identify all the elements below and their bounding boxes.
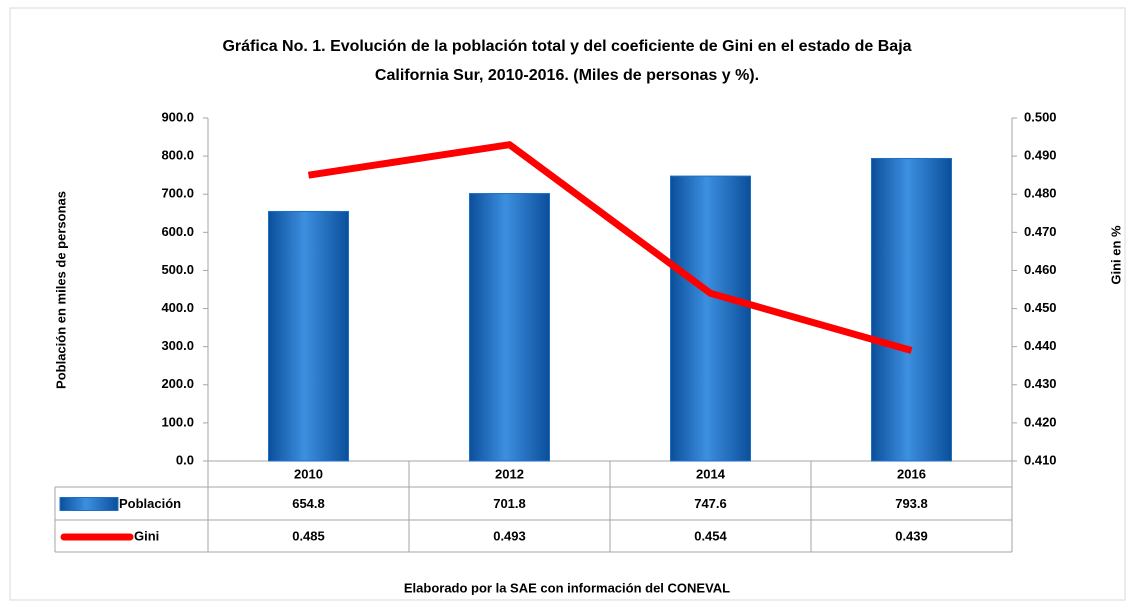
- bar: [871, 157, 952, 462]
- table-value: 0.439: [895, 528, 928, 543]
- y2-tick-label: 0.410: [1024, 452, 1057, 467]
- x-tick-label: 2010: [294, 466, 323, 481]
- legend-label: Población: [119, 496, 181, 511]
- y2-tick-label: 0.430: [1024, 376, 1057, 391]
- y-axis-label: Población en miles de personas: [53, 191, 68, 389]
- y-tick-label: 700.0: [161, 186, 194, 201]
- table-value: 0.493: [493, 528, 526, 543]
- y-tick-label: 200.0: [161, 376, 194, 391]
- x-tick-label: 2012: [495, 466, 524, 481]
- y2-tick-label: 0.470: [1024, 224, 1057, 239]
- y-tick-label: 400.0: [161, 300, 194, 315]
- table-value: 0.454: [694, 528, 727, 543]
- bar: [268, 210, 349, 462]
- table-value: 701.8: [493, 496, 526, 511]
- legend-label: Gini: [134, 528, 159, 543]
- y2-axis-label: Gini en %: [1108, 225, 1123, 285]
- y-tick-label: 300.0: [161, 338, 194, 353]
- table-value: 793.8: [895, 496, 928, 511]
- y2-tick-label: 0.450: [1024, 300, 1057, 315]
- y2-tick-label: 0.460: [1024, 262, 1057, 277]
- chart-title: Gráfica No. 1. Evolución de la población…: [222, 38, 911, 55]
- bar: [469, 193, 550, 462]
- table-value: 0.485: [292, 528, 325, 543]
- footer: Elaborado por la SAE con información del…: [404, 580, 730, 595]
- legend-swatch: [59, 497, 119, 511]
- y2-tick-label: 0.490: [1024, 148, 1057, 163]
- y-tick-label: 800.0: [161, 148, 194, 163]
- y2-tick-label: 0.440: [1024, 338, 1057, 353]
- line: [307, 141, 913, 354]
- chart-title: California Sur, 2010-2016. (Miles de per…: [375, 67, 759, 84]
- x-tick-label: 2014: [696, 466, 726, 481]
- x-tick-label: 2016: [897, 466, 926, 481]
- y2-tick-label: 0.500: [1024, 109, 1057, 124]
- y-tick-label: 600.0: [161, 224, 194, 239]
- y-tick-label: 900.0: [161, 109, 194, 124]
- table-value: 654.8: [292, 496, 325, 511]
- table-value: 747.6: [694, 496, 727, 511]
- bar: [670, 175, 751, 462]
- y2-tick-label: 0.480: [1024, 186, 1057, 201]
- y-tick-label: 0.0: [176, 452, 194, 467]
- y2-tick-label: 0.420: [1024, 414, 1057, 429]
- y-tick-label: 500.0: [161, 262, 194, 277]
- y-tick-label: 100.0: [161, 414, 194, 429]
